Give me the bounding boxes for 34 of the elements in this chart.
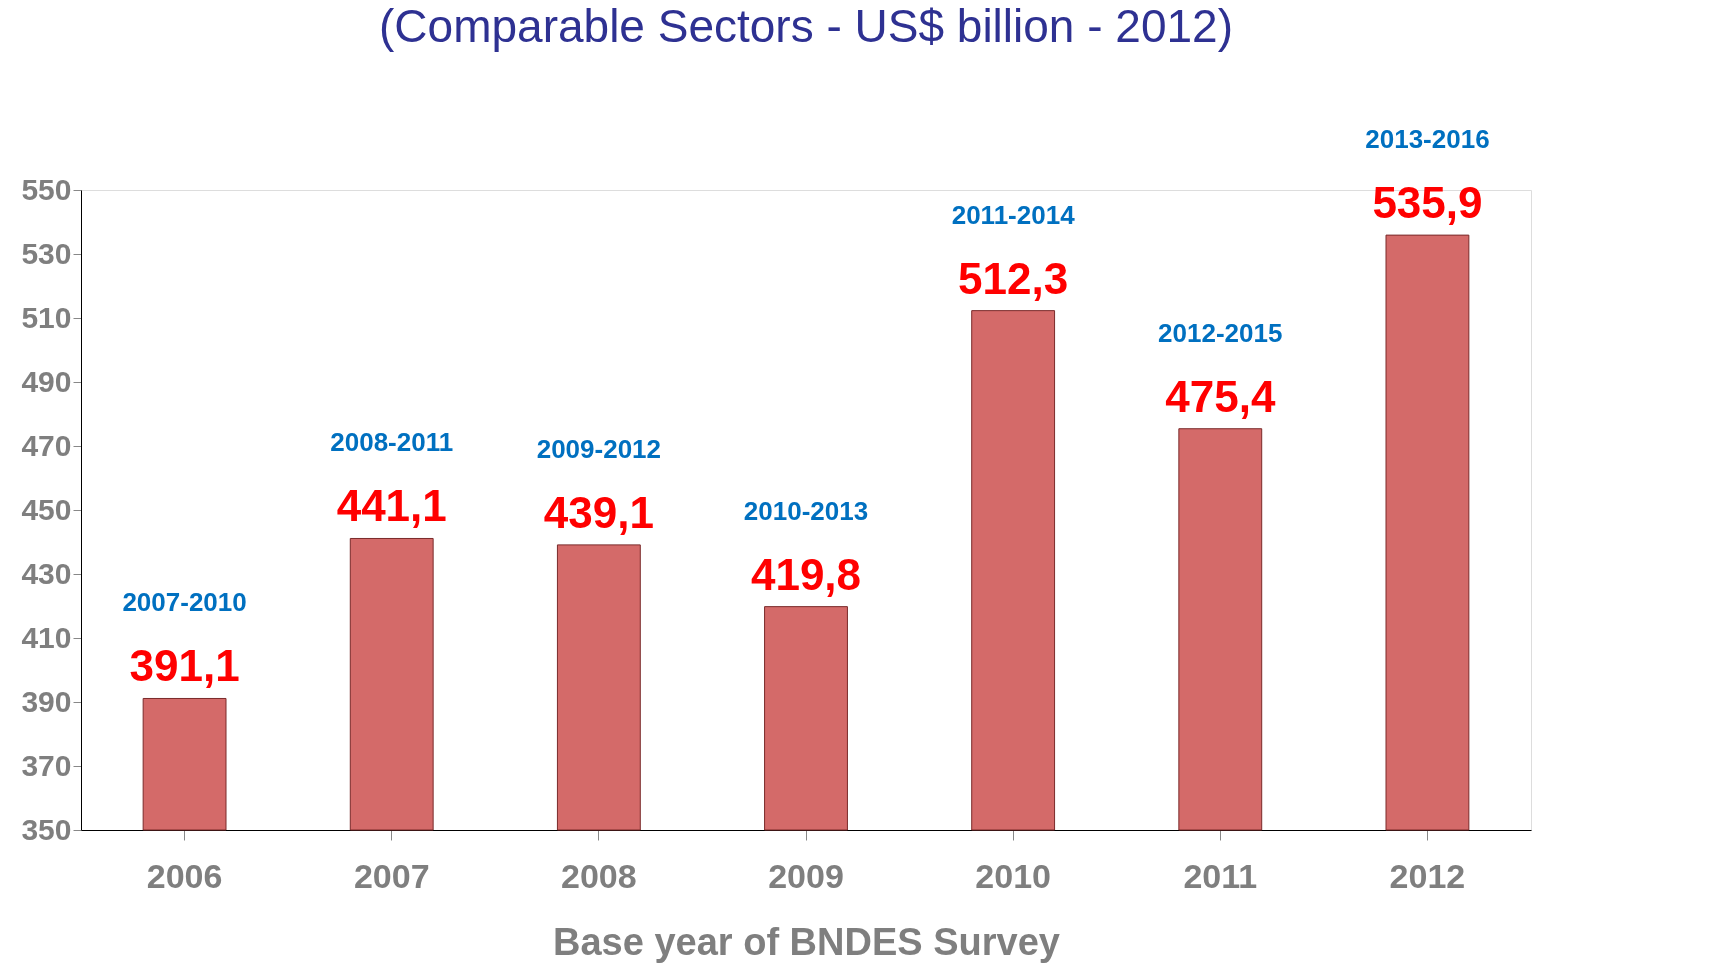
- data-label: 475,4: [1165, 371, 1276, 421]
- y-tick-label: 510: [21, 300, 72, 334]
- y-tick-label: 410: [21, 620, 72, 654]
- x-tick-label: 2006: [146, 856, 223, 895]
- y-tick-label: 350: [21, 812, 72, 846]
- y-tick-label: 430: [21, 556, 72, 590]
- annotation: 2010-2013: [743, 495, 869, 526]
- y-tick-label: 550: [21, 172, 72, 206]
- y-tick-label: 390: [21, 684, 72, 718]
- annotation: 2011-2014: [951, 199, 1076, 230]
- x-tick-label: 2010: [975, 856, 1051, 895]
- x-tick-label: 2012: [1389, 856, 1466, 895]
- x-tick-label: 2011: [1183, 856, 1258, 895]
- y-tick-label: 490: [21, 364, 72, 398]
- x-axis-title: Base year of BNDES Survey: [553, 920, 1060, 963]
- annotation: 2012-2015: [1158, 317, 1283, 348]
- x-tick-label: 2009: [768, 856, 844, 895]
- x-tick-label: 2007: [353, 856, 430, 895]
- chart-title: (Comparable Sectors - US$ billion - 2012): [379, 0, 1233, 53]
- y-tick-label: 370: [21, 748, 72, 782]
- data-label: 419,8: [750, 549, 862, 599]
- annotation: 2009-2012: [536, 433, 662, 464]
- x-tick-label: 2008: [561, 856, 637, 895]
- data-label: 512,3: [958, 253, 1069, 303]
- annotation: 2007-2010: [122, 587, 247, 618]
- data-label: 535,9: [1372, 178, 1483, 228]
- text: 2013-2016: [1365, 124, 1490, 155]
- data-label: 391,1: [129, 641, 240, 691]
- y-tick-label: 450: [21, 492, 72, 526]
- annotation: 2008-2011: [330, 427, 454, 458]
- data-label: 441,1: [336, 481, 447, 531]
- data-label: 439,1: [543, 487, 654, 537]
- y-tick-label: 530: [21, 236, 72, 270]
- y-tick-label: 470: [21, 428, 72, 462]
